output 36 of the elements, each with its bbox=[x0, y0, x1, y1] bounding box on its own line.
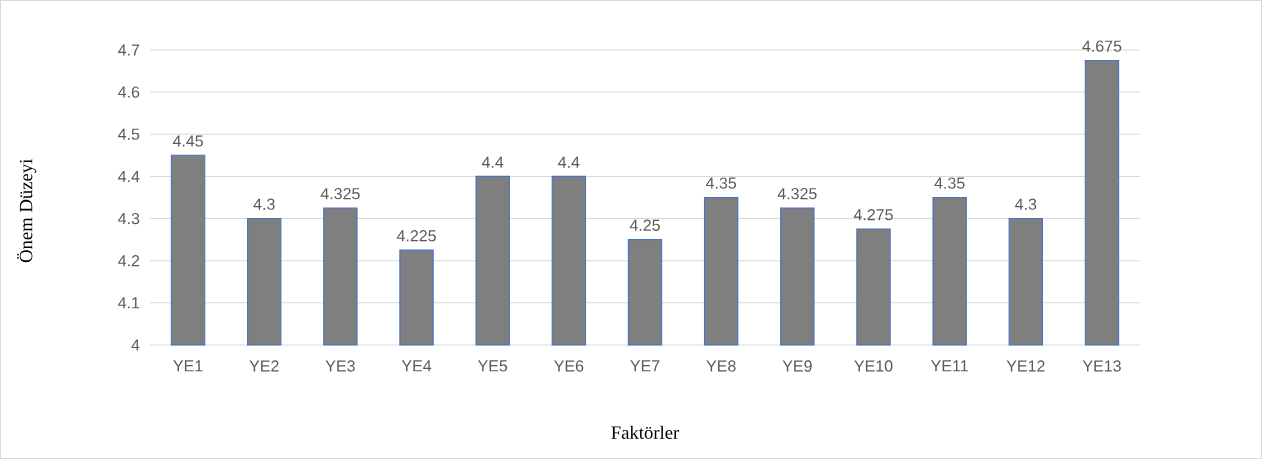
data-label: 4.3 bbox=[253, 198, 275, 210]
y-tick-label: 4.1 bbox=[118, 297, 140, 309]
y-tick-label: 4 bbox=[131, 339, 140, 351]
x-tick-label: YE2 bbox=[249, 360, 279, 372]
x-tick-label: YE1 bbox=[173, 360, 203, 372]
data-label: 4.325 bbox=[777, 187, 817, 200]
y-tick-label: 4.3 bbox=[118, 212, 140, 225]
y-axis-title: Önem Düzeyi bbox=[17, 159, 37, 263]
x-tick-label: YE13 bbox=[1082, 360, 1121, 372]
x-tick-label: YE8 bbox=[706, 360, 736, 372]
data-label: 4.4 bbox=[481, 156, 504, 168]
y-tick-label: 4.7 bbox=[118, 44, 140, 56]
data-label: 4.35 bbox=[705, 177, 737, 189]
y-tick-label: 4.4 bbox=[118, 170, 140, 182]
x-axis-title: Faktörler bbox=[611, 425, 680, 439]
x-tick-label: YE9 bbox=[782, 360, 812, 372]
x-tick-label: YE12 bbox=[1006, 360, 1045, 372]
x-tick-label: YE3 bbox=[325, 360, 355, 372]
y-tick-label: 4.6 bbox=[118, 86, 140, 98]
data-label: 4.675 bbox=[1082, 40, 1122, 52]
data-label: 4.3 bbox=[1015, 198, 1037, 210]
x-tick-label: YE4 bbox=[401, 360, 432, 372]
y-tick-label: 4.2 bbox=[118, 255, 140, 267]
x-tick-label: YE10 bbox=[854, 360, 893, 372]
y-tick-label: 4.5 bbox=[118, 128, 140, 140]
data-label: 4.275 bbox=[853, 209, 893, 221]
data-label: 4.325 bbox=[320, 187, 360, 200]
x-tick-label: YE7 bbox=[630, 360, 660, 372]
data-label: 4.25 bbox=[629, 219, 660, 231]
data-label: 4.225 bbox=[396, 230, 436, 242]
data-label: 4.45 bbox=[172, 135, 203, 147]
x-tick-label: YE6 bbox=[554, 360, 584, 372]
x-tick-label: YE11 bbox=[931, 360, 968, 372]
x-tick-label: YE5 bbox=[477, 360, 508, 372]
data-label: 4.4 bbox=[558, 156, 580, 168]
data-label: 4.35 bbox=[934, 177, 965, 189]
